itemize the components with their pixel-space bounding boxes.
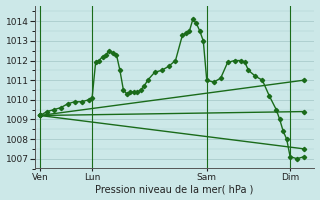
X-axis label: Pression niveau de la mer( hPa ): Pression niveau de la mer( hPa ) — [95, 184, 254, 194]
